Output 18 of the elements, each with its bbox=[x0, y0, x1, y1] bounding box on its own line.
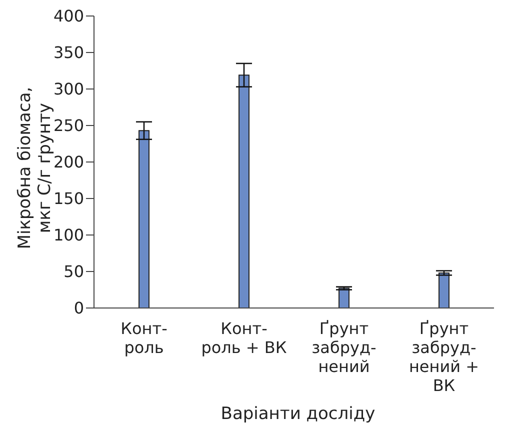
y-tick-label: 300 bbox=[53, 80, 84, 99]
x-tick-label: Конт- роль + ВК bbox=[201, 319, 288, 357]
y-tick-label: 250 bbox=[53, 116, 84, 136]
y-tick-label: 150 bbox=[53, 189, 84, 208]
x-tick-label: Конт- роль bbox=[120, 319, 168, 357]
x-tick-label: Ґрунт забруд- нений bbox=[312, 319, 376, 376]
bar bbox=[438, 272, 450, 308]
y-tick-label: 400 bbox=[53, 6, 84, 26]
x-tick-label: Ґрунт забруд- нений + ВК bbox=[408, 319, 480, 395]
y-tick-label: 50 bbox=[64, 262, 84, 282]
x-axis-title: Варіанти досліду bbox=[220, 404, 376, 424]
y-tick-label: 200 bbox=[53, 152, 84, 172]
bar bbox=[238, 74, 250, 308]
y-tick-label: 350 bbox=[53, 43, 84, 62]
y-tick-label: 100 bbox=[53, 226, 84, 245]
y-axis-title: Мікробна біомаса, мкг С/г ґрунту bbox=[15, 86, 55, 250]
y-tick-label: 0 bbox=[74, 298, 84, 318]
bar bbox=[138, 130, 150, 308]
